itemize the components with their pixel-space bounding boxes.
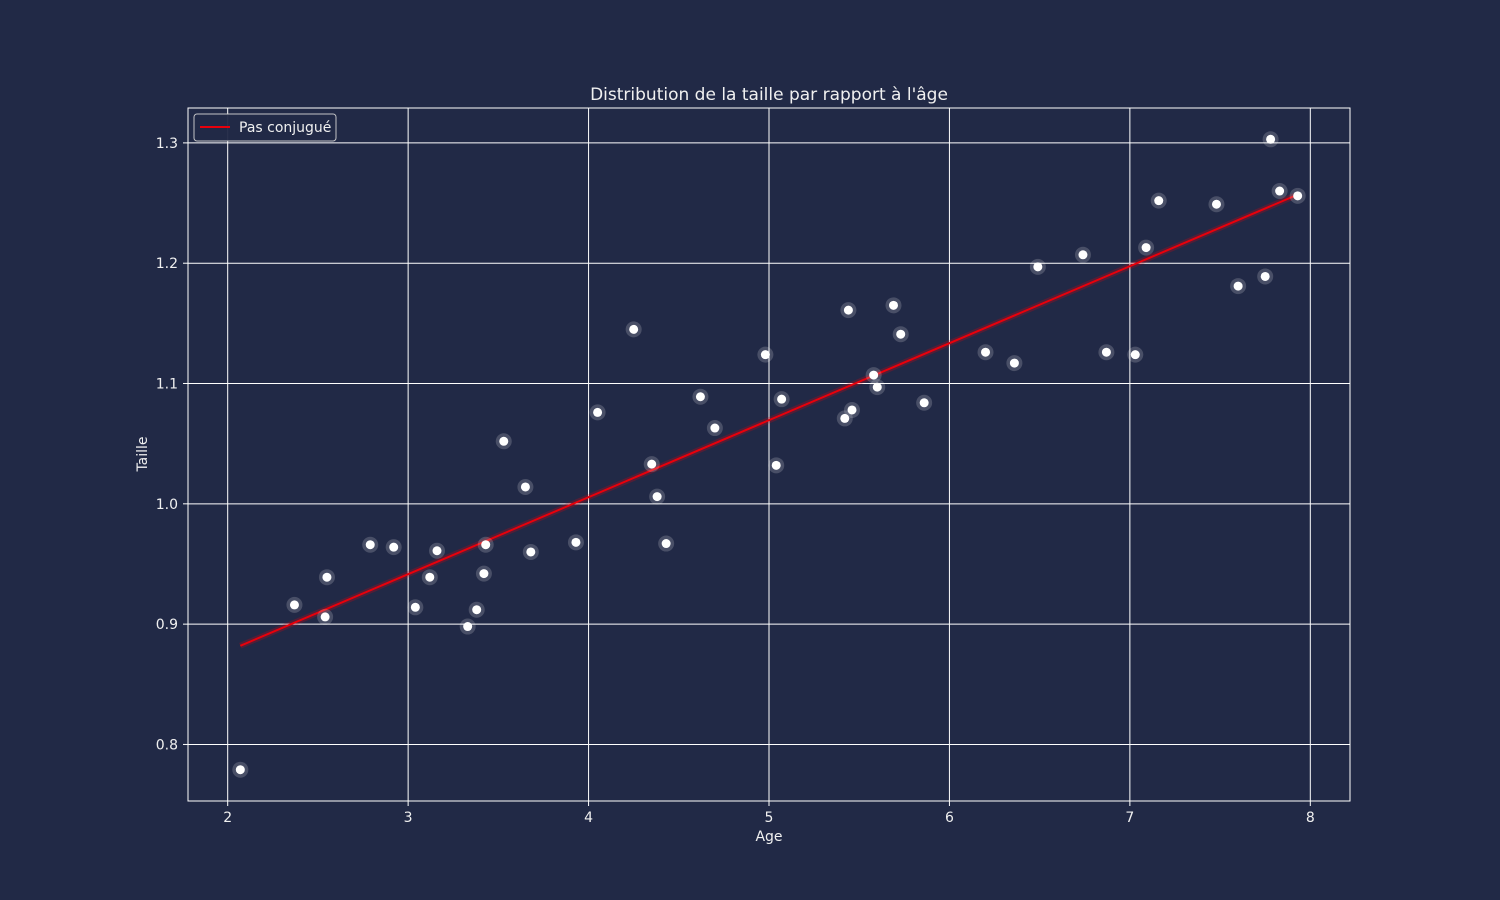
data-point xyxy=(479,569,489,579)
data-point xyxy=(365,540,375,550)
series-lines xyxy=(239,191,1299,649)
legend-entry-label: Pas conjugué xyxy=(239,120,331,136)
data-point xyxy=(981,347,991,357)
data-point xyxy=(896,329,906,339)
data-point xyxy=(847,405,857,415)
data-point xyxy=(499,436,509,446)
data-point xyxy=(389,542,399,552)
ticks: 2 3 4 5 6 7 8 0.8 0.9 1.0 1.1 1.2 1.3 xyxy=(156,136,1315,826)
data-point xyxy=(919,398,929,408)
data-point xyxy=(1009,358,1019,368)
data-point xyxy=(472,605,482,615)
y-tick-label: 1.3 xyxy=(156,136,178,152)
data-point xyxy=(526,547,536,557)
data-point xyxy=(320,612,330,622)
x-tick-label: 6 xyxy=(945,810,954,826)
data-point xyxy=(840,413,850,423)
data-point xyxy=(872,382,882,392)
x-tick-label: 2 xyxy=(223,810,232,826)
chart-title: Distribution de la taille par rapport à … xyxy=(590,85,948,105)
legend-box xyxy=(193,113,337,142)
data-point xyxy=(695,392,705,402)
data-point xyxy=(593,407,603,417)
data-points xyxy=(232,131,1306,778)
data-point xyxy=(322,572,332,582)
data-point xyxy=(661,539,671,549)
x-tick-label: 3 xyxy=(404,810,413,826)
data-point xyxy=(843,305,853,315)
data-point xyxy=(869,370,879,380)
series-line xyxy=(239,193,1299,647)
data-point xyxy=(1293,191,1303,201)
data-point xyxy=(1260,271,1270,281)
x-tick-label: 4 xyxy=(584,810,593,826)
data-point xyxy=(1078,250,1088,260)
data-point xyxy=(1233,281,1243,291)
data-point xyxy=(432,546,442,556)
data-point xyxy=(777,394,787,404)
x-axis-label: Age xyxy=(755,829,782,845)
data-point xyxy=(481,540,491,550)
data-point xyxy=(289,600,299,610)
y-tick-label: 1.0 xyxy=(156,497,178,513)
legend: Pas conjugué xyxy=(193,113,337,142)
data-point xyxy=(771,460,781,470)
data-point xyxy=(889,300,898,310)
y-tick-label: 0.9 xyxy=(156,617,178,633)
y-tick-label: 1.1 xyxy=(156,377,178,393)
data-point xyxy=(571,537,581,547)
y-axis-label: Taille xyxy=(135,436,151,472)
data-point xyxy=(1275,186,1285,196)
y-tick-label: 1.2 xyxy=(156,256,178,272)
data-point xyxy=(463,622,473,632)
data-point xyxy=(520,482,530,492)
data-point xyxy=(1130,350,1140,360)
x-tick-label: 7 xyxy=(1125,810,1134,826)
data-point xyxy=(647,459,657,469)
x-tick-label: 5 xyxy=(765,810,774,826)
y-tick-label: 0.8 xyxy=(156,737,178,753)
data-point xyxy=(710,423,720,433)
data-point xyxy=(1033,262,1043,272)
data-point xyxy=(1141,243,1151,253)
data-point xyxy=(1154,196,1164,206)
data-point xyxy=(235,765,245,775)
data-point xyxy=(629,324,639,334)
x-tick-label: 8 xyxy=(1306,810,1315,826)
data-point xyxy=(1211,199,1221,209)
data-point xyxy=(760,350,770,360)
data-point xyxy=(1101,347,1111,357)
data-point xyxy=(410,602,420,612)
data-point xyxy=(652,492,662,502)
data-point xyxy=(1266,134,1276,144)
data-point xyxy=(425,572,435,582)
grid xyxy=(188,108,1350,801)
